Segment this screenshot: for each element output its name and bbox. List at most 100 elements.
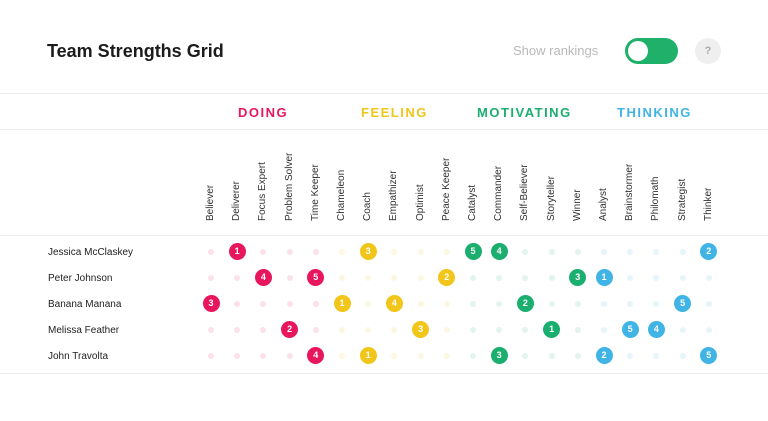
empty-dot (522, 353, 529, 359)
empty-dot (417, 275, 424, 281)
rank-badge[interactable]: 5 (307, 269, 325, 286)
empty-dot (653, 275, 660, 281)
rank-badge[interactable]: 1 (595, 269, 613, 286)
page-title: Team Strengths Grid (47, 41, 224, 61)
empty-dot (417, 301, 424, 307)
table-row: Melissa Feather 2 3 1 5 4 (0, 317, 768, 343)
rank-badge[interactable]: 1 (543, 321, 561, 338)
rank-badge[interactable]: 2 (700, 243, 718, 260)
category-feeling: FEELING (361, 105, 428, 120)
empty-dot (627, 353, 634, 359)
column-header-brainstormer: Brainstormer (624, 163, 636, 221)
rank-badge[interactable]: 1 (333, 295, 351, 312)
empty-dot (208, 249, 214, 255)
rank-badge[interactable]: 4 (254, 269, 272, 286)
empty-dot (312, 301, 319, 307)
empty-dot (601, 301, 607, 307)
table-row: Banana Manana 3 1 4 2 5 (0, 291, 768, 317)
column-header-chameleon: Chameleon (336, 169, 347, 221)
empty-dot (234, 301, 241, 307)
empty-dot (391, 353, 398, 359)
show-rankings-label: Show rankings (513, 43, 599, 58)
column-header-coach: Coach (362, 192, 374, 221)
rank-badge[interactable]: 4 (647, 321, 665, 338)
rank-badge[interactable]: 2 (281, 321, 299, 338)
empty-dot (653, 353, 660, 359)
empty-dot (470, 301, 476, 307)
rank-badge[interactable]: 4 (307, 347, 325, 364)
person-name: Banana Manana (48, 299, 122, 310)
empty-dot (339, 249, 345, 255)
empty-dot (653, 301, 660, 307)
help-button[interactable]: ? (695, 38, 721, 64)
column-header-focus-expert: Focus Expert (257, 162, 269, 221)
person-name: Melissa Feather (48, 325, 120, 336)
empty-dot (705, 275, 712, 281)
column-header-analyst: Analyst (598, 188, 609, 221)
strengths-grid: Jessica McClaskey 1 3 5 4 2 Peter Johnson 4 5 2 3 1… (0, 237, 768, 374)
empty-dot (574, 301, 581, 307)
rank-badge[interactable]: 3 (202, 295, 220, 312)
empty-dot (627, 275, 634, 281)
rank-badge[interactable]: 3 (359, 243, 377, 260)
empty-dot (234, 327, 241, 333)
column-header-catalyst: Catalyst (467, 184, 478, 221)
empty-dot (705, 327, 712, 333)
empty-dot (417, 353, 424, 359)
column-header-strategist: Strategist (676, 178, 688, 221)
rank-badge[interactable]: 5 (674, 295, 692, 312)
rank-badge[interactable]: 2 (516, 295, 534, 312)
empty-dot (496, 275, 503, 281)
empty-dot (679, 275, 686, 281)
empty-dot (601, 249, 607, 255)
empty-dot (391, 275, 398, 281)
rank-badge[interactable]: 1 (228, 243, 246, 260)
empty-dot (234, 275, 241, 281)
empty-dot (286, 353, 293, 359)
empty-dot (470, 275, 476, 281)
empty-dot (548, 249, 555, 255)
rank-badge[interactable]: 5 (464, 243, 482, 260)
empty-dot (574, 327, 581, 333)
rank-badge[interactable]: 4 (490, 243, 508, 260)
rank-badge[interactable]: 3 (569, 269, 587, 286)
rank-badge[interactable]: 5 (621, 321, 639, 338)
column-header-problem-solver: Problem Solver (283, 152, 295, 221)
rank-badge[interactable]: 5 (700, 347, 718, 364)
empty-dot (365, 327, 372, 333)
empty-dot (417, 249, 424, 255)
table-row: Jessica McClaskey 1 3 5 4 2 (0, 239, 768, 265)
rank-badge[interactable]: 4 (385, 295, 403, 312)
empty-dot (339, 275, 345, 281)
empty-dot (234, 353, 241, 359)
column-header-storyteller: Storyteller (545, 175, 557, 221)
empty-dot (522, 327, 529, 333)
column-header-row: Believer Deliverer Focus Expert Problem Sol… (0, 131, 768, 236)
rank-badge[interactable]: 2 (595, 347, 613, 364)
empty-dot (365, 301, 372, 307)
column-header-empathizer: Empathizer (388, 170, 400, 221)
empty-dot (574, 353, 581, 359)
rank-badge[interactable]: 2 (438, 269, 456, 286)
empty-dot (286, 249, 293, 255)
rank-badge[interactable]: 3 (412, 321, 430, 338)
empty-dot (443, 249, 450, 255)
rank-badge[interactable]: 1 (359, 347, 377, 364)
empty-dot (522, 275, 529, 281)
empty-dot (443, 353, 450, 359)
empty-dot (548, 275, 555, 281)
person-name: Peter Johnson (48, 273, 113, 284)
empty-dot (443, 301, 450, 307)
show-rankings-toggle[interactable] (625, 38, 678, 64)
empty-dot (601, 327, 607, 333)
column-header-optimist: Optimist (414, 184, 426, 221)
empty-dot (208, 327, 214, 333)
empty-dot (679, 327, 686, 333)
rank-badge[interactable]: 3 (490, 347, 508, 364)
table-row: Peter Johnson 4 5 2 3 1 (0, 265, 768, 291)
person-name: Jessica McClaskey (48, 247, 134, 258)
empty-dot (286, 301, 293, 307)
empty-dot (470, 353, 476, 359)
person-name: John Travolta (48, 351, 109, 362)
category-header-row: DOING FEELING MOTIVATING THINKING (0, 94, 768, 130)
